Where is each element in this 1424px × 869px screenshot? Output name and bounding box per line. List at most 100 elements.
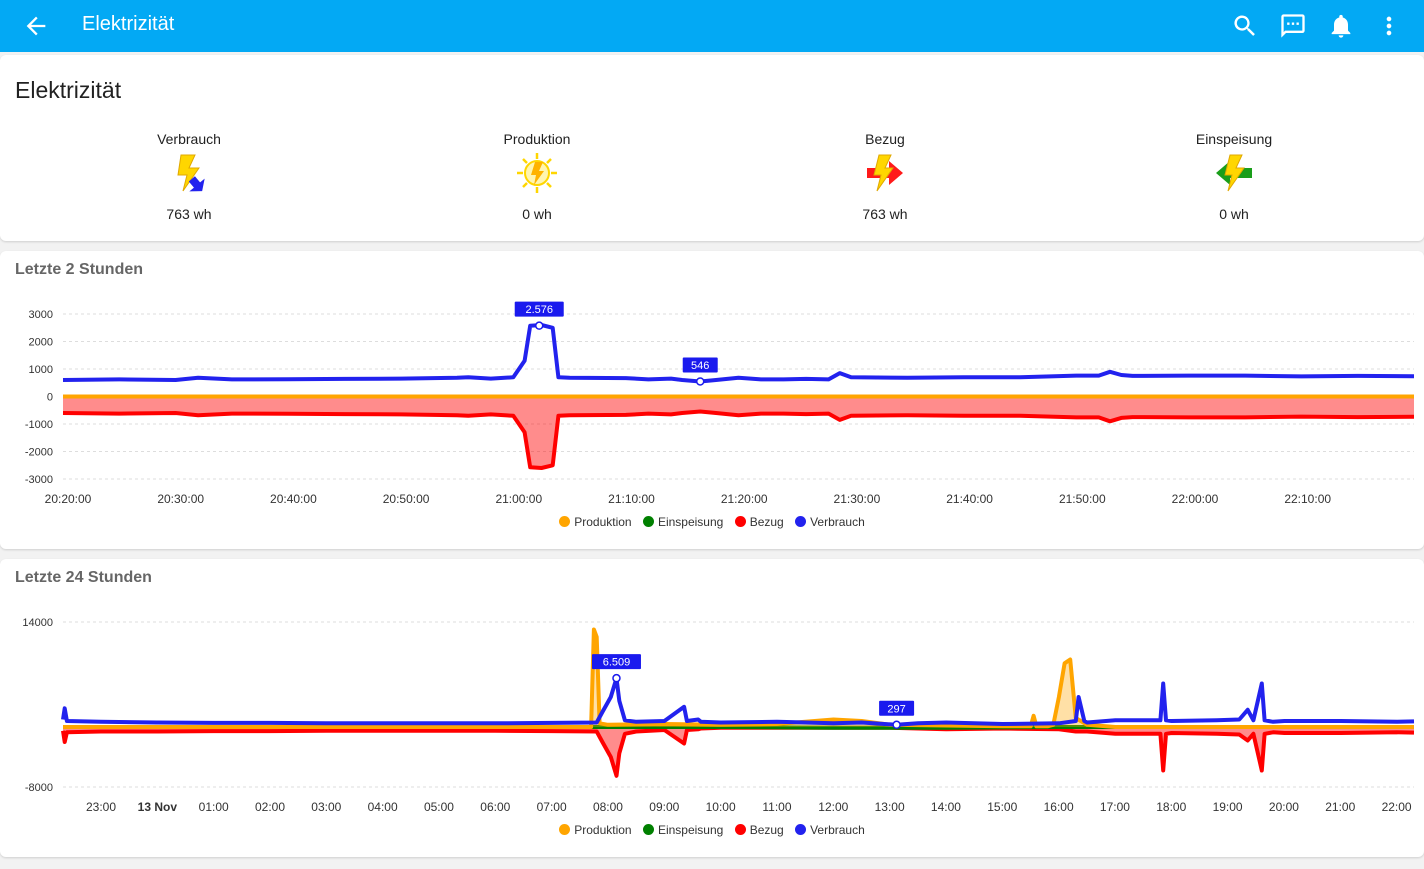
y-tick-label: 0 [47, 392, 53, 404]
legend-dot [642, 824, 654, 835]
x-tick-label: 01:00 [199, 800, 229, 814]
annotation-label: 546 [691, 360, 709, 372]
x-tick-label: 20:50:00 [383, 492, 430, 506]
annotation-box [591, 654, 641, 670]
stat-einspeisung[interactable]: Einspeisung 0 wh [1134, 131, 1334, 222]
overview-card: Elektrizität Verbrauch 763 wh Produktion… [0, 55, 1424, 241]
x-tick-label: 20:20:00 [45, 492, 92, 506]
legend-item-bezug[interactable]: Bezug [734, 515, 784, 529]
x-tick-label: 21:20:00 [721, 492, 768, 506]
more-vert-icon[interactable] [1375, 12, 1403, 40]
lightning-down-icon [177, 154, 205, 192]
x-tick-label: 06:00 [480, 800, 510, 814]
x-tick-label: 21:50:00 [1059, 492, 1106, 506]
chart-24h[interactable]: 14000 -8000 23:00 13 Nov 01:00 02:00 03:00 04:0… [0, 559, 1424, 857]
annotation-marker [534, 321, 544, 330]
series-line-produktion [63, 627, 1414, 729]
legend-item-einspeisung[interactable]: Einspeisung [642, 515, 724, 529]
annotation-marker [892, 720, 901, 730]
chart-title: Letzte 2 Stunden [15, 261, 144, 278]
annotation-label: 297 [887, 703, 905, 715]
x-tick-label: 14:00 [931, 800, 961, 814]
arrow-back-icon[interactable] [22, 12, 50, 40]
x-tick-label: 22:00 [1382, 800, 1412, 814]
grid-import-icon [867, 154, 903, 192]
x-tick-label: 04:00 [368, 800, 398, 814]
bell-icon[interactable] [1327, 12, 1355, 40]
x-tick-label: 21:40:00 [946, 492, 993, 506]
x-tick-label: 17:00 [1100, 800, 1130, 814]
legend-item-produktion[interactable]: Produktion [559, 515, 632, 529]
series-line-bezug [61, 725, 1415, 778]
legend-item-verbrauch[interactable]: Verbrauch [795, 823, 865, 837]
y-tick-label: 2000 [29, 337, 53, 349]
overview-title: Elektrizität [15, 77, 122, 103]
stat-value: 0 wh [522, 206, 552, 222]
x-tick-label: 21:00 [1325, 800, 1355, 814]
y-tick-label: -3000 [25, 474, 53, 486]
series-line-verbrauch [61, 676, 1415, 727]
legend-dot [795, 824, 807, 835]
annotation-box [879, 700, 915, 716]
series-line-bezug [62, 409, 1415, 470]
legend-item-verbrauch[interactable]: Verbrauch [795, 515, 865, 529]
x-tick-label: 07:00 [537, 800, 567, 814]
legend-dot [642, 516, 654, 527]
annotation-label: 6.509 [603, 657, 631, 669]
app-bar: Elektrizität [0, 0, 1424, 52]
stat-label: Verbrauch [157, 131, 221, 147]
y-tick-label: 14000 [22, 617, 53, 629]
legend-dot [559, 516, 571, 527]
legend-dot [734, 516, 746, 527]
stat-value: 0 wh [1219, 206, 1249, 222]
legend-dot [795, 516, 807, 527]
legend-label: Einspeisung [657, 515, 724, 529]
annotation-box [514, 301, 564, 317]
x-tick-label: 22:10:00 [1284, 492, 1331, 506]
chart-card-2h: Letzte 2 Stunden 3000 2000 1000 0 -1000 -2000… [0, 251, 1424, 549]
legend-label: Produktion [574, 823, 632, 837]
x-tick-label: 23:00 [86, 800, 116, 814]
solar-lightning-icon [517, 153, 557, 193]
chat-icon[interactable] [1279, 12, 1307, 40]
series-area-produktion [63, 629, 1414, 727]
series-line-verbrauch [62, 323, 1415, 384]
x-tick-label: 08:00 [593, 800, 623, 814]
x-tick-label: 15:00 [987, 800, 1017, 814]
stat-produktion[interactable]: Produktion 0 wh [437, 131, 637, 222]
chart-2h[interactable]: 3000 2000 1000 0 -1000 -2000 -3000 20:20:00 20:3… [0, 251, 1424, 549]
series-area-bezug [63, 396, 1414, 468]
stat-bezug[interactable]: Bezug 763 wh [785, 131, 985, 222]
x-tick-label: 10:00 [706, 800, 736, 814]
x-tick-label: 13:00 [875, 800, 905, 814]
x-tick-label: 20:30:00 [157, 492, 204, 506]
chart-card-24h: Letzte 24 Stunden 14000 -8000 23:00 13 Nov 0… [0, 559, 1424, 857]
y-tick-label: 3000 [29, 309, 53, 321]
annotation-label: 2.576 [525, 304, 553, 316]
y-tick-label: -8000 [25, 782, 53, 794]
legend-item-einspeisung[interactable]: Einspeisung [642, 823, 723, 837]
annotation-marker [695, 377, 705, 386]
search-icon[interactable] [1231, 12, 1259, 40]
y-tick-label: 1000 [29, 364, 53, 376]
legend-label: Bezug [749, 515, 784, 529]
x-tick-label: 05:00 [424, 800, 454, 814]
x-tick-label: 20:40:00 [270, 492, 317, 506]
legend-dot [734, 824, 746, 835]
x-tick-label: 09:00 [649, 800, 679, 814]
grid-export-icon [1216, 154, 1252, 192]
x-tick-label: 02:00 [255, 800, 285, 814]
x-tick-label: 12:00 [818, 800, 848, 814]
chart-legend: Produktion Einspeisung Bezug Verbrauch [0, 515, 1424, 529]
y-tick-label: -1000 [25, 419, 53, 431]
series-line-einspeisung [63, 725, 1414, 730]
x-tick-label: 13 Nov [138, 800, 178, 814]
legend-item-bezug[interactable]: Bezug [734, 823, 784, 837]
stat-verbrauch[interactable]: Verbrauch 763 wh [89, 131, 289, 222]
legend-label: Bezug [749, 823, 784, 837]
annotation-marker [612, 673, 621, 683]
x-tick-label: 21:10:00 [608, 492, 655, 506]
legend-label: Verbrauch [810, 823, 865, 837]
legend-item-produktion[interactable]: Produktion [559, 823, 632, 837]
legend-label: Verbrauch [810, 515, 865, 529]
